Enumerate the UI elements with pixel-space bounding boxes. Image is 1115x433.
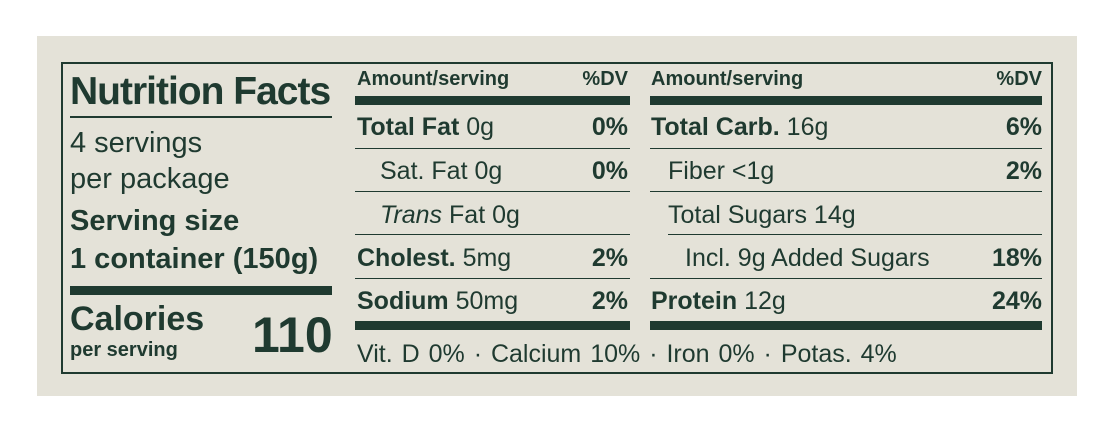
row-divider (668, 234, 1042, 235)
left-bottom-bar (355, 321, 630, 330)
calories-value: 110 (252, 307, 333, 363)
nutrient-protein: Protein 12g (651, 287, 786, 315)
divider (70, 116, 332, 118)
dv-sodium: 2% (591, 287, 628, 315)
left-header-bar (355, 96, 630, 105)
right-header-bar (650, 96, 1042, 105)
vitamins-minerals-line: Vit. D 0% · Calcium 10% · Iron 0% · Pota… (357, 340, 897, 368)
row-divider (355, 191, 630, 192)
left-header-amount: Amount/serving (357, 68, 510, 90)
right-header-amount: Amount/serving (651, 68, 804, 90)
servings-count: 4 servings (70, 127, 203, 159)
serving-size-label: Serving size (70, 205, 240, 237)
row-divider (355, 148, 630, 149)
nutrition-label-border (61, 62, 1053, 374)
right-header-dv: %DV (996, 68, 1042, 90)
dv-sat-fat: 0% (591, 157, 628, 185)
row-divider (650, 148, 1042, 149)
dv-total-carb: 6% (1005, 113, 1042, 141)
label-title: Nutrition Facts (70, 70, 331, 113)
row-divider (355, 278, 630, 279)
calories-label: Calories (70, 300, 205, 338)
dv-added-sugars: 18% (991, 244, 1042, 272)
left-header-dv: %DV (582, 68, 628, 90)
nutrient-total-sugars: Total Sugars 14g (668, 201, 856, 229)
nutrient-total-fat: Total Fat 0g (357, 113, 495, 141)
right-bottom-bar (650, 321, 1042, 330)
serving-size-value: 1 container (150g) (70, 243, 319, 275)
nutrient-trans-fat: Trans Fat 0g (380, 201, 520, 229)
dv-total-fat: 0% (591, 113, 628, 141)
calories-sublabel: per serving (70, 339, 178, 361)
nutrient-sat-fat: Sat. Fat 0g (380, 157, 503, 185)
nutrient-sodium: Sodium 50mg (357, 287, 519, 315)
nutrient-fiber: Fiber <1g (668, 157, 775, 185)
row-divider (355, 234, 630, 235)
nutrient-cholesterol: Cholest. 5mg (357, 244, 512, 272)
dv-fiber: 2% (1005, 157, 1042, 185)
servings-per-package: per package (70, 163, 230, 195)
thick-divider (70, 286, 332, 295)
nutrient-total-carb: Total Carb. 16g (651, 113, 829, 141)
row-divider (650, 278, 1042, 279)
dv-protein: 24% (991, 287, 1042, 315)
row-divider (650, 191, 1042, 192)
nutrient-added-sugars: Incl. 9g Added Sugars (685, 244, 930, 272)
dv-cholesterol: 2% (591, 244, 628, 272)
